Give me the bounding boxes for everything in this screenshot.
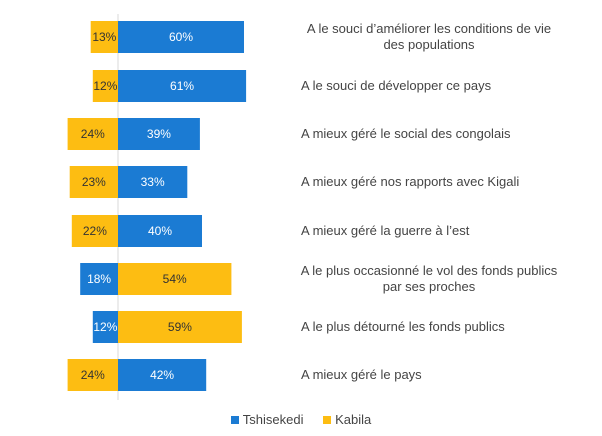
category-label-line: A le souci d’améliorer les conditions de…: [307, 21, 551, 36]
bar-tshisekedi-5: [80, 263, 118, 295]
data-label-tshisekedi-2: 39%: [147, 127, 171, 141]
bar-kabila-0: [90, 21, 118, 53]
data-label-tshisekedi-1: 61%: [170, 79, 194, 93]
data-label-tshisekedi-0: 60%: [169, 30, 193, 44]
bar-kabila-2: [67, 118, 118, 150]
legend-label-tshisekedi: Tshisekedi: [242, 412, 304, 427]
category-label-line: par ses proches: [383, 279, 476, 294]
data-label-kabila-0: 13%: [92, 30, 116, 44]
legend-label-kabila: Kabila: [335, 412, 372, 427]
bar-tshisekedi-3: [118, 166, 188, 198]
bar-tshisekedi-2: [118, 118, 200, 150]
category-label-6: A le plus détourné les fonds publics: [301, 319, 505, 334]
data-label-kabila-6: 59%: [168, 320, 192, 334]
category-label-7: A mieux géré le pays: [301, 367, 422, 382]
category-label-4: A mieux géré la guerre à l’est: [301, 223, 470, 238]
bar-kabila-3: [69, 166, 118, 198]
category-label-line: A mieux géré la guerre à l’est: [301, 223, 470, 238]
category-label-line: A mieux géré nos rapports avec Kigali: [301, 174, 519, 189]
bar-kabila-7: [67, 359, 118, 391]
data-label-kabila-5: 54%: [163, 272, 187, 286]
category-label-5: A le plus occasionné le vol des fonds pu…: [301, 263, 558, 294]
category-label-line: A le souci de développer ce pays: [301, 78, 492, 93]
legend: Tshisekedi Kabila: [0, 412, 602, 427]
data-label-kabila-1: 12%: [93, 79, 117, 93]
data-label-kabila-7: 24%: [81, 368, 105, 382]
category-label-2: A mieux géré le social des congolais: [301, 126, 511, 141]
category-label-line: des populations: [383, 37, 475, 52]
bar-kabila-4: [71, 215, 118, 247]
bar-tshisekedi-1: [118, 70, 247, 102]
category-label-line: A le plus détourné les fonds publics: [301, 319, 505, 334]
data-label-tshisekedi-7: 42%: [150, 368, 174, 382]
bar-kabila-6: [118, 311, 242, 343]
category-label-line: A mieux géré le social des congolais: [301, 126, 511, 141]
legend-item-kabila: Kabila: [323, 412, 371, 427]
category-label-1: A le souci de développer ce pays: [301, 78, 492, 93]
data-label-tshisekedi-5: 18%: [87, 272, 111, 286]
legend-item-tshisekedi: Tshisekedi: [230, 412, 304, 427]
bar-tshisekedi-4: [118, 215, 202, 247]
data-label-tshisekedi-6: 12%: [93, 320, 117, 334]
bar-kabila-1: [92, 70, 118, 102]
bar-tshisekedi-6: [92, 311, 118, 343]
category-label-line: A le plus occasionné le vol des fonds pu…: [301, 263, 558, 278]
category-label-line: A mieux géré le pays: [301, 367, 422, 382]
data-label-kabila-3: 23%: [82, 175, 106, 189]
bar-kabila-5: [118, 263, 232, 295]
data-label-kabila-4: 22%: [83, 224, 107, 238]
legend-swatch-tshisekedi: [230, 416, 239, 424]
data-label-kabila-2: 24%: [81, 127, 105, 141]
legend-swatch-kabila: [323, 416, 332, 424]
bar-tshisekedi-7: [118, 359, 207, 391]
data-label-tshisekedi-4: 40%: [148, 224, 172, 238]
category-label-0: A le souci d’améliorer les conditions de…: [307, 21, 551, 52]
data-label-tshisekedi-3: 33%: [141, 175, 165, 189]
bar-tshisekedi-0: [118, 21, 244, 53]
category-label-3: A mieux géré nos rapports avec Kigali: [301, 174, 519, 189]
